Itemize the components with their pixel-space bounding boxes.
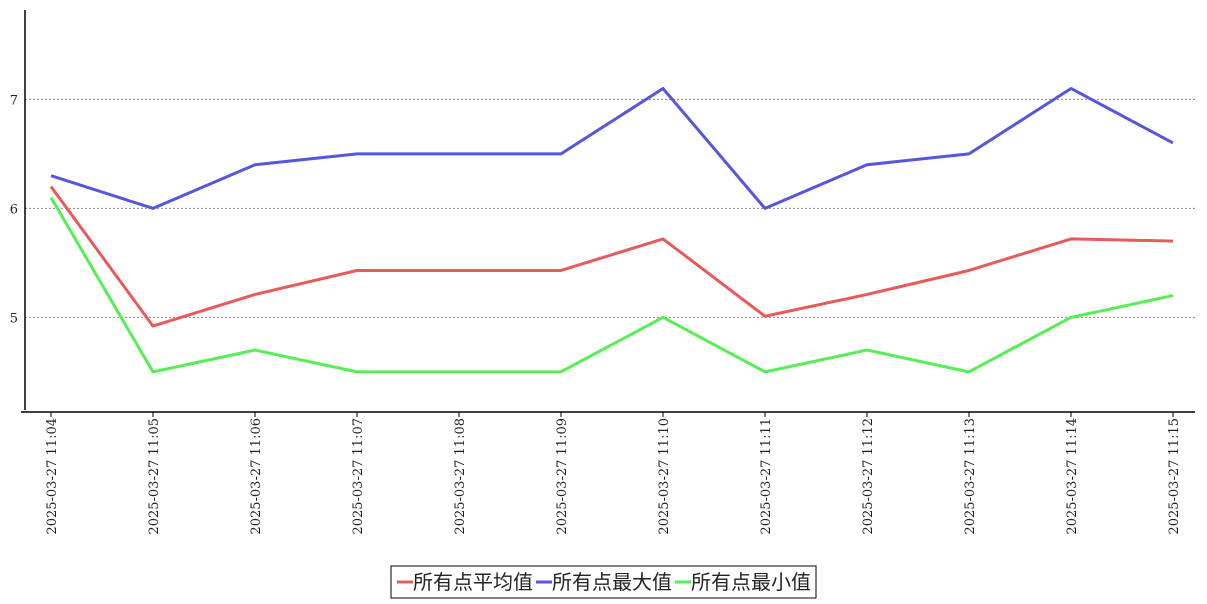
x-tick-label: 2025-03-27 11:14 bbox=[1065, 418, 1080, 535]
series-line bbox=[50, 86, 1174, 210]
x-tick-label: 2025-03-27 11:13 bbox=[963, 418, 978, 535]
series-line bbox=[49, 185, 1174, 328]
legend-label: 所有点平均值 bbox=[413, 570, 533, 594]
y-tick-label: 5 bbox=[10, 311, 18, 326]
x-tick-label: 2025-03-27 11:15 bbox=[1167, 418, 1182, 535]
x-tick-label: 2025-03-27 11:05 bbox=[147, 418, 162, 535]
x-tick-label: 2025-03-27 11:11 bbox=[759, 418, 774, 535]
legend-box bbox=[390, 565, 817, 599]
x-tick-label: 2025-03-27 11:10 bbox=[657, 418, 672, 535]
legend-label: 所有点最大值 bbox=[552, 570, 672, 594]
x-tick-label: 2025-03-27 11:09 bbox=[555, 418, 570, 535]
y-tick-label: 6 bbox=[10, 202, 18, 217]
legend: 所有点平均值 所有点最大值 所有点最小值 bbox=[390, 565, 817, 599]
legend-label: 所有点最小值 bbox=[691, 570, 811, 594]
x-tick-label: 2025-03-27 11:04 bbox=[45, 418, 60, 535]
x-tick-label: 2025-03-27 11:07 bbox=[351, 418, 366, 535]
x-tick-label: 2025-03-27 11:06 bbox=[249, 418, 264, 535]
y-tick-label: 7 bbox=[10, 93, 18, 108]
x-tick-label: 2025-03-27 11:12 bbox=[861, 418, 876, 535]
x-tick-label: 2025-03-27 11:08 bbox=[453, 418, 468, 535]
series-line bbox=[49, 196, 1174, 374]
